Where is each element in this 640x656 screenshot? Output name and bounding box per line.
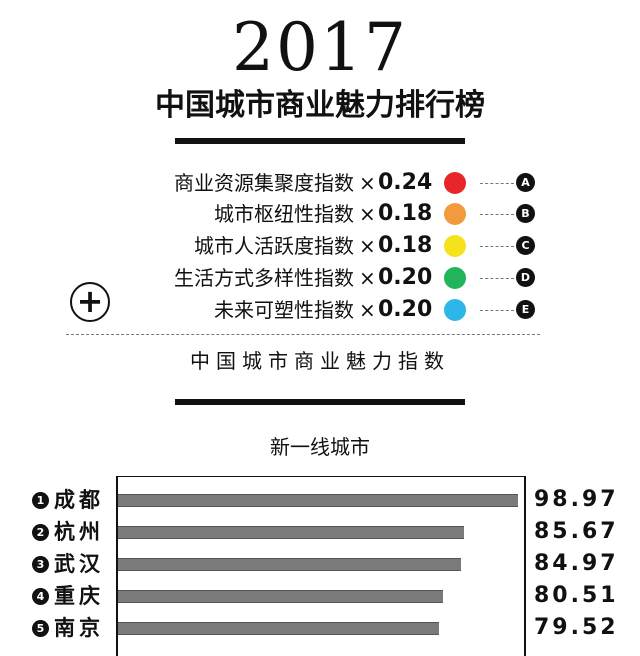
bar-row: 3 武汉 84.97 [0, 548, 640, 580]
bar-row: 5 南京 79.52 [0, 612, 640, 644]
factor-label: 未来可塑性指数 [214, 298, 354, 322]
factor-row-d: 生活方式多样性指数 × 0.20 D [0, 264, 640, 292]
value-label: 85.67 [534, 519, 619, 544]
city-label: 南京 [54, 616, 104, 640]
bar-row: 4 重庆 80.51 [0, 580, 640, 612]
leader-line [480, 214, 514, 215]
main-title: 中国城市商业魅力排行榜 [155, 88, 485, 123]
city-label: 成都 [54, 488, 104, 512]
factor-label: 生活方式多样性指数 [174, 266, 354, 290]
times-sign: × [359, 298, 376, 322]
times-sign: × [359, 266, 376, 290]
title-rule [175, 138, 465, 144]
bar [118, 622, 439, 635]
factor-label: 城市人活跃度指数 [194, 234, 354, 258]
factor-weight: 0.18 [378, 201, 433, 226]
city-label: 重庆 [54, 584, 104, 608]
factor-color-dot [444, 267, 466, 289]
value-label: 84.97 [534, 551, 619, 576]
times-sign: × [359, 171, 376, 195]
rank-badge: 4 [32, 588, 49, 605]
factor-color-dot [444, 203, 466, 225]
factor-row-e: 未来可塑性指数 × 0.20 E [0, 296, 640, 324]
factor-letter-badge: D [516, 268, 535, 287]
factor-weight: 0.20 [378, 265, 433, 290]
times-sign: × [359, 202, 376, 226]
plus-icon: + [70, 282, 110, 322]
factor-weight: 0.20 [378, 297, 433, 322]
factor-weight: 0.18 [378, 233, 433, 258]
leader-line [480, 246, 514, 247]
factor-letter-badge: A [516, 173, 535, 192]
factor-color-dot [444, 235, 466, 257]
index-rule [175, 399, 465, 405]
value-label: 98.97 [534, 487, 619, 512]
leader-line [480, 310, 514, 311]
bar [118, 558, 461, 571]
city-label: 杭州 [54, 520, 104, 544]
dashed-divider [66, 334, 540, 335]
factor-color-dot [444, 299, 466, 321]
bar [118, 526, 464, 539]
factor-color-dot [444, 172, 466, 194]
factor-row-a: 商业资源集聚度指数 × 0.24 A [0, 169, 640, 197]
chart-top-line [116, 476, 526, 477]
bar-row: 2 杭州 85.67 [0, 516, 640, 548]
leader-line [480, 278, 514, 279]
rank-badge: 2 [32, 524, 49, 541]
city-label: 武汉 [54, 552, 104, 576]
factor-weight: 0.24 [378, 170, 433, 195]
factor-letter-badge: E [516, 300, 535, 319]
factor-row-b: 城市枢纽性指数 × 0.18 B [0, 200, 640, 228]
factor-row-c: 城市人活跃度指数 × 0.18 C [0, 232, 640, 260]
times-sign: × [359, 234, 376, 258]
factor-letter-badge: C [516, 236, 535, 255]
factor-letter-badge: B [516, 204, 535, 223]
year-title: 2017 [232, 9, 408, 86]
factor-label: 商业资源集聚度指数 [174, 171, 354, 195]
bar [118, 494, 518, 507]
value-label: 79.52 [534, 615, 619, 640]
rank-badge: 3 [32, 556, 49, 573]
index-title: 中国城市商业魅力指数 [190, 349, 450, 373]
rank-badge: 1 [32, 492, 49, 509]
rank-badge: 5 [32, 620, 49, 637]
value-label: 80.51 [534, 583, 619, 608]
leader-line [480, 183, 514, 184]
chart-frame [116, 476, 526, 656]
chart-title: 新一线城市 [270, 435, 370, 459]
bar [118, 590, 443, 603]
factor-label: 城市枢纽性指数 [214, 202, 354, 226]
bar-row: 1 成都 98.97 [0, 484, 640, 516]
